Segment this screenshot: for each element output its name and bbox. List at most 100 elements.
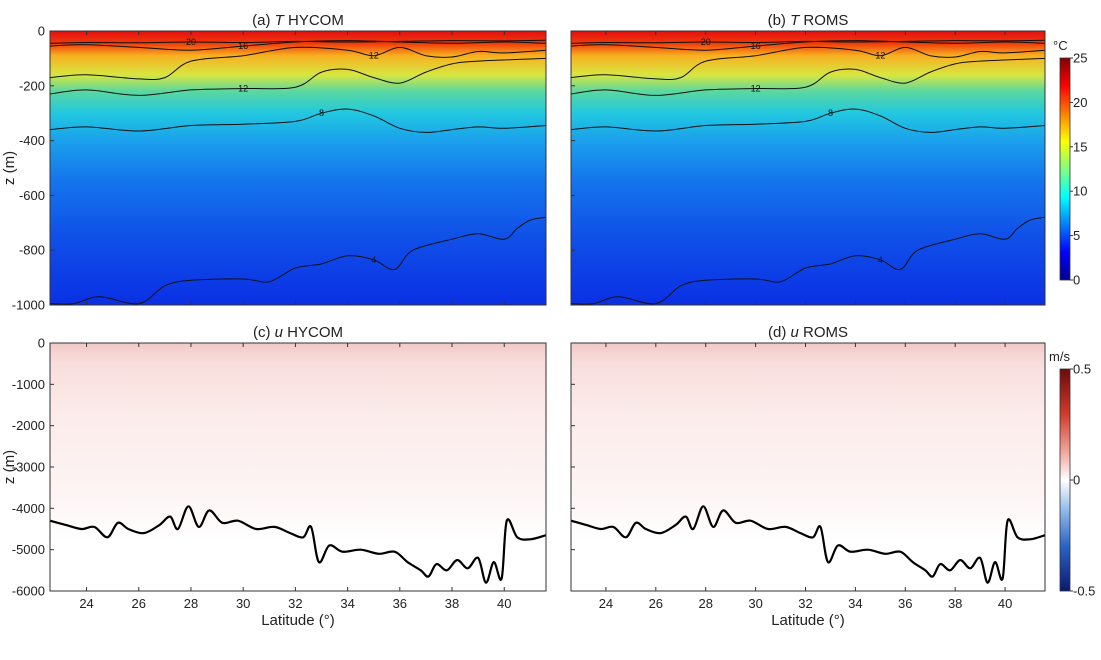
panel-d-xtick-label: 38 bbox=[948, 596, 962, 611]
colorbar-tick-label: -0.5 bbox=[1073, 584, 1095, 599]
panel-a-title: (a) T HYCOM bbox=[252, 12, 344, 29]
panel-a-field bbox=[50, 31, 546, 305]
panel-b-title: (b) T ROMS bbox=[768, 12, 849, 29]
panel-a-contour-label: 16 bbox=[238, 41, 248, 51]
panel-b-field bbox=[571, 31, 1045, 305]
panel-c-xtick-label: 30 bbox=[236, 596, 250, 611]
colorbar-velocity-ticks: -0.5 0 0.5 bbox=[1070, 362, 1095, 599]
panel-d-xtick-label: 28 bbox=[698, 596, 712, 611]
panel-a-ylabel: z (m) bbox=[1, 151, 18, 185]
panel-b-contour-label: 12 bbox=[875, 51, 885, 61]
panel-c: 24 26 28 30 32 34 36 38 40 0 -1000 -2000 -3000 -4000 -… bbox=[1, 324, 547, 629]
panel-b: 20 16 12 12 8 4 (b) T ROMS bbox=[570, 12, 1046, 306]
panel-c-ytick-label: -4000 bbox=[12, 501, 45, 516]
panel-a-contour-label: 20 bbox=[186, 37, 196, 47]
panel-c-bathymetry-line bbox=[50, 505, 546, 584]
panel-a-contour-8 bbox=[50, 108, 546, 133]
colorbar-tick-label: 15 bbox=[1073, 139, 1087, 154]
panel-b-ticks bbox=[571, 30, 1006, 306]
panel-a-ticks: 0 -200 -400 -600 -800 -1000 bbox=[12, 24, 505, 313]
colorbar-tick-label: 0 bbox=[1073, 473, 1080, 488]
panel-d-xtick-label: 34 bbox=[848, 596, 862, 611]
panel-c-xtick-label: 26 bbox=[132, 596, 146, 611]
panel-c-ytick-label: -3000 bbox=[12, 460, 45, 475]
panel-c-title: (c) u HYCOM bbox=[253, 324, 343, 341]
panel-d-ticks: 24 26 28 30 32 34 36 38 40 bbox=[571, 342, 1012, 611]
panel-a-ytick-label: 0 bbox=[38, 24, 45, 39]
panel-c-ytick-label: -2000 bbox=[12, 418, 45, 433]
panel-d-bathymetry-line bbox=[571, 505, 1045, 584]
panel-b-contour-label: 16 bbox=[751, 41, 761, 51]
panel-d-title: (d) u ROMS bbox=[768, 324, 848, 341]
panel-a-contour-label: 12 bbox=[369, 51, 379, 61]
panel-d: 24 26 28 30 32 34 36 38 40 (d) u ROMS Latitude (… bbox=[570, 324, 1046, 629]
panel-c-xtick-label: 36 bbox=[393, 596, 407, 611]
panel-d-xtick-label: 26 bbox=[649, 596, 663, 611]
panel-b-contour-label: 8 bbox=[828, 108, 833, 118]
panel-c-ytick-label: 0 bbox=[38, 336, 45, 351]
panel-c-xtick-label: 38 bbox=[445, 596, 459, 611]
panel-c-xlabel: Latitude (°) bbox=[261, 612, 335, 629]
colorbar-tick-label: 10 bbox=[1073, 184, 1087, 199]
panel-a-frame bbox=[49, 30, 547, 306]
panel-a-ytick-label: -800 bbox=[19, 243, 45, 258]
panel-c-bathymetry bbox=[50, 505, 546, 584]
panel-b-contour-label: 4 bbox=[878, 255, 883, 265]
colorbar-tick-label: 20 bbox=[1073, 95, 1087, 110]
panel-d-bathymetry bbox=[571, 505, 1045, 584]
panel-d-xtick-label: 36 bbox=[898, 596, 912, 611]
panel-d-xtick-label: 30 bbox=[748, 596, 762, 611]
colorbar-temperature: °C 0 5 10 15 20 25 bbox=[1053, 38, 1087, 288]
panel-a-contour-4 bbox=[50, 216, 546, 305]
panel-a-contour-16 bbox=[50, 40, 546, 51]
colorbar-temperature-ticks: 0 5 10 15 20 25 bbox=[1070, 51, 1087, 288]
panel-b-contour-label: 20 bbox=[701, 37, 711, 47]
panel-a-ytick-label: -600 bbox=[19, 188, 45, 203]
panel-b-contour-label: 12 bbox=[751, 84, 761, 94]
panel-d-xlabel: Latitude (°) bbox=[771, 612, 845, 629]
panel-b-contour-12 bbox=[571, 57, 1045, 96]
panel-b-contour-20 bbox=[571, 39, 1045, 44]
panel-a-contour-label: 12 bbox=[238, 84, 248, 94]
colorbar-velocity-unit: m/s bbox=[1049, 349, 1070, 364]
panel-a-ytick-label: -400 bbox=[19, 133, 45, 148]
panel-b-contour-4 bbox=[571, 216, 1045, 305]
panel-a-ytick-label: -1000 bbox=[12, 298, 45, 313]
panel-a: 20 16 12 12 8 4 0 -200 -400 -600 -800 -1000 (a) T … bbox=[1, 12, 547, 313]
panel-d-xtick-label: 24 bbox=[599, 596, 613, 611]
colorbar-tick-label: 5 bbox=[1073, 228, 1080, 243]
panel-b-contour-16 bbox=[571, 40, 1045, 51]
panel-c-ylabel: z (m) bbox=[1, 450, 18, 484]
colorbar-tick-label: 0 bbox=[1073, 273, 1080, 288]
panel-a-contour-label: 8 bbox=[319, 108, 324, 118]
panel-c-ytick-label: -5000 bbox=[12, 542, 45, 557]
colorbar-tick-label: 25 bbox=[1073, 51, 1087, 66]
panel-b-contour-8 bbox=[571, 108, 1045, 133]
panel-c-xtick-label: 28 bbox=[184, 596, 198, 611]
panel-c-ytick-label: -1000 bbox=[12, 377, 45, 392]
panel-b-contours: 20 16 12 12 8 4 bbox=[571, 37, 1045, 305]
panel-c-xtick-label: 32 bbox=[288, 596, 302, 611]
panel-a-contour-label: 4 bbox=[371, 255, 376, 265]
panel-b-frame bbox=[570, 30, 1046, 306]
panel-c-xtick-label: 40 bbox=[497, 596, 511, 611]
panel-c-xtick-label: 34 bbox=[340, 596, 354, 611]
colorbar-velocity: m/s -0.5 0 0.5 bbox=[1049, 349, 1095, 599]
colorbar-velocity-bar bbox=[1059, 368, 1071, 592]
colorbar-temperature-bar bbox=[1059, 57, 1071, 281]
panel-d-field bbox=[571, 343, 1045, 591]
panel-a-contour-20 bbox=[50, 39, 546, 44]
panel-d-xtick-label: 40 bbox=[998, 596, 1012, 611]
panel-c-ticks: 24 26 28 30 32 34 36 38 40 0 -1000 -2000 -3000 -4000 -… bbox=[12, 336, 512, 612]
panel-c-ytick-label: -6000 bbox=[12, 584, 45, 599]
panel-a-contour-12 bbox=[50, 46, 546, 81]
panel-a-contours: 20 16 12 12 8 4 bbox=[50, 37, 546, 305]
colorbar-temperature-unit: °C bbox=[1053, 38, 1068, 53]
colorbar-tick-label: 0.5 bbox=[1073, 362, 1091, 377]
panel-d-xtick-label: 32 bbox=[798, 596, 812, 611]
panel-b-contour-12 bbox=[571, 46, 1045, 81]
panel-c-field bbox=[50, 343, 546, 591]
panel-a-contour-12 bbox=[50, 57, 546, 96]
panel-c-xtick-label: 24 bbox=[79, 596, 93, 611]
